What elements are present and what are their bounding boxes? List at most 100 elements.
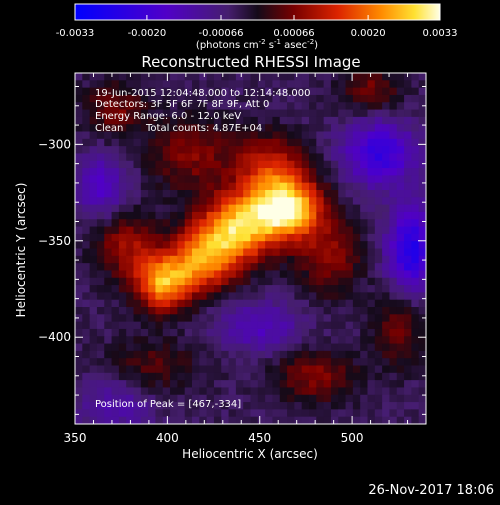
heatmap-cell xyxy=(177,190,186,198)
heatmap-cell xyxy=(170,277,178,286)
heatmap-cell xyxy=(96,116,105,125)
heatmap-cell xyxy=(396,387,405,396)
heatmap-cell xyxy=(126,190,135,198)
heatmap-cell xyxy=(316,168,325,176)
heatmap-cell xyxy=(338,307,347,315)
heatmap-cell xyxy=(155,387,164,396)
heatmap-cell xyxy=(265,402,274,410)
heatmap-cell xyxy=(213,94,222,103)
heatmap-cell xyxy=(272,190,281,198)
heatmap-cell xyxy=(309,219,317,228)
heatmap-cell xyxy=(162,394,171,403)
heatmap-cell xyxy=(323,233,332,242)
heatmap-cell xyxy=(133,153,142,162)
heatmap-cell xyxy=(338,387,347,396)
heatmap-cell xyxy=(279,182,288,191)
heatmap-cell xyxy=(104,226,113,235)
heatmap-cell xyxy=(250,109,259,118)
heatmap-cell xyxy=(330,138,339,147)
heatmap-cell xyxy=(338,109,347,118)
heatmap-cell xyxy=(184,307,193,315)
heatmap-cell xyxy=(228,358,237,367)
heatmap-cell xyxy=(323,94,332,103)
heatmap-cell xyxy=(75,380,83,389)
heatmap-cell xyxy=(330,380,339,389)
heatmap-cell xyxy=(148,226,157,235)
heatmap-cell xyxy=(330,204,339,213)
heatmap-cell xyxy=(330,153,339,162)
heatmap-cell xyxy=(140,387,149,396)
heatmap-cell xyxy=(309,131,317,140)
heatmap-cell xyxy=(155,372,164,381)
heatmap-cell xyxy=(140,321,149,330)
heatmap-cell xyxy=(170,131,178,140)
heatmap-cell xyxy=(199,416,208,424)
heatmap-cell xyxy=(411,328,420,337)
heatmap-cell xyxy=(235,299,244,308)
heatmap-cell xyxy=(301,321,310,330)
heatmap-cell xyxy=(148,248,157,257)
heatmap-cell xyxy=(360,248,369,257)
heatmap-cell xyxy=(170,409,178,418)
heatmap-cell xyxy=(155,175,164,184)
heatmap-cell xyxy=(170,94,178,103)
heatmap-cell xyxy=(235,160,244,169)
heatmap-cell xyxy=(360,124,369,133)
heatmap-cell xyxy=(389,168,398,176)
heatmap-cell xyxy=(221,168,230,176)
heatmap-cell xyxy=(250,270,259,279)
heatmap-cell xyxy=(148,292,157,301)
heatmap-cell xyxy=(418,409,426,418)
heatmap-cell xyxy=(199,350,208,359)
heatmap-cell xyxy=(243,255,252,264)
heatmap-cell xyxy=(155,80,164,89)
heatmap-cell xyxy=(301,219,310,228)
heatmap-cell xyxy=(389,226,398,235)
heatmap-cell xyxy=(148,409,157,418)
heatmap-cell xyxy=(396,241,405,250)
heatmap-cell xyxy=(287,87,295,96)
heatmap-cell xyxy=(360,416,369,424)
heatmap-cell xyxy=(309,314,317,323)
heatmap-cell xyxy=(330,160,339,169)
heatmap-cell xyxy=(272,73,281,81)
colorbar-tick-label: -0.00066 xyxy=(199,28,244,39)
heatmap-cell xyxy=(155,307,164,315)
heatmap-cell xyxy=(177,380,186,389)
heatmap-cell xyxy=(206,204,215,213)
heatmap-cell xyxy=(96,314,105,323)
heatmap-cell xyxy=(265,102,274,111)
heatmap-cell xyxy=(96,109,105,118)
heatmap-cell xyxy=(294,160,303,169)
heatmap-cell xyxy=(404,87,412,96)
heatmap-cell xyxy=(162,73,171,81)
heatmap-cell xyxy=(96,372,105,381)
heatmap-cell xyxy=(213,233,222,242)
heatmap-cell xyxy=(250,307,259,315)
heatmap-cell xyxy=(396,328,405,337)
heatmap-cell xyxy=(221,270,230,279)
heatmap-cell xyxy=(235,116,244,125)
heatmap-cell xyxy=(279,116,288,125)
heatmap-cell xyxy=(177,226,186,235)
heatmap-cell xyxy=(82,372,91,381)
heatmap-cell xyxy=(389,197,398,206)
heatmap-cell xyxy=(287,204,295,213)
heatmap-cell xyxy=(213,80,222,89)
heatmap-cell xyxy=(404,102,412,111)
heatmap-cell xyxy=(330,146,339,155)
heatmap-cell xyxy=(382,277,391,286)
heatmap-cell xyxy=(235,277,244,286)
x-tick-label: 350 xyxy=(64,431,87,445)
heatmap-cell xyxy=(411,138,420,147)
heatmap-cell xyxy=(411,124,420,133)
heatmap-cell xyxy=(294,270,303,279)
heatmap-cell xyxy=(265,394,274,403)
heatmap-cell xyxy=(170,226,178,235)
heatmap-cell xyxy=(111,328,120,337)
heatmap-cell xyxy=(126,109,135,118)
heatmap-cell xyxy=(374,153,383,162)
heatmap-cell xyxy=(148,277,157,286)
heatmap-cell xyxy=(104,387,113,396)
heatmap-cell xyxy=(243,124,252,133)
